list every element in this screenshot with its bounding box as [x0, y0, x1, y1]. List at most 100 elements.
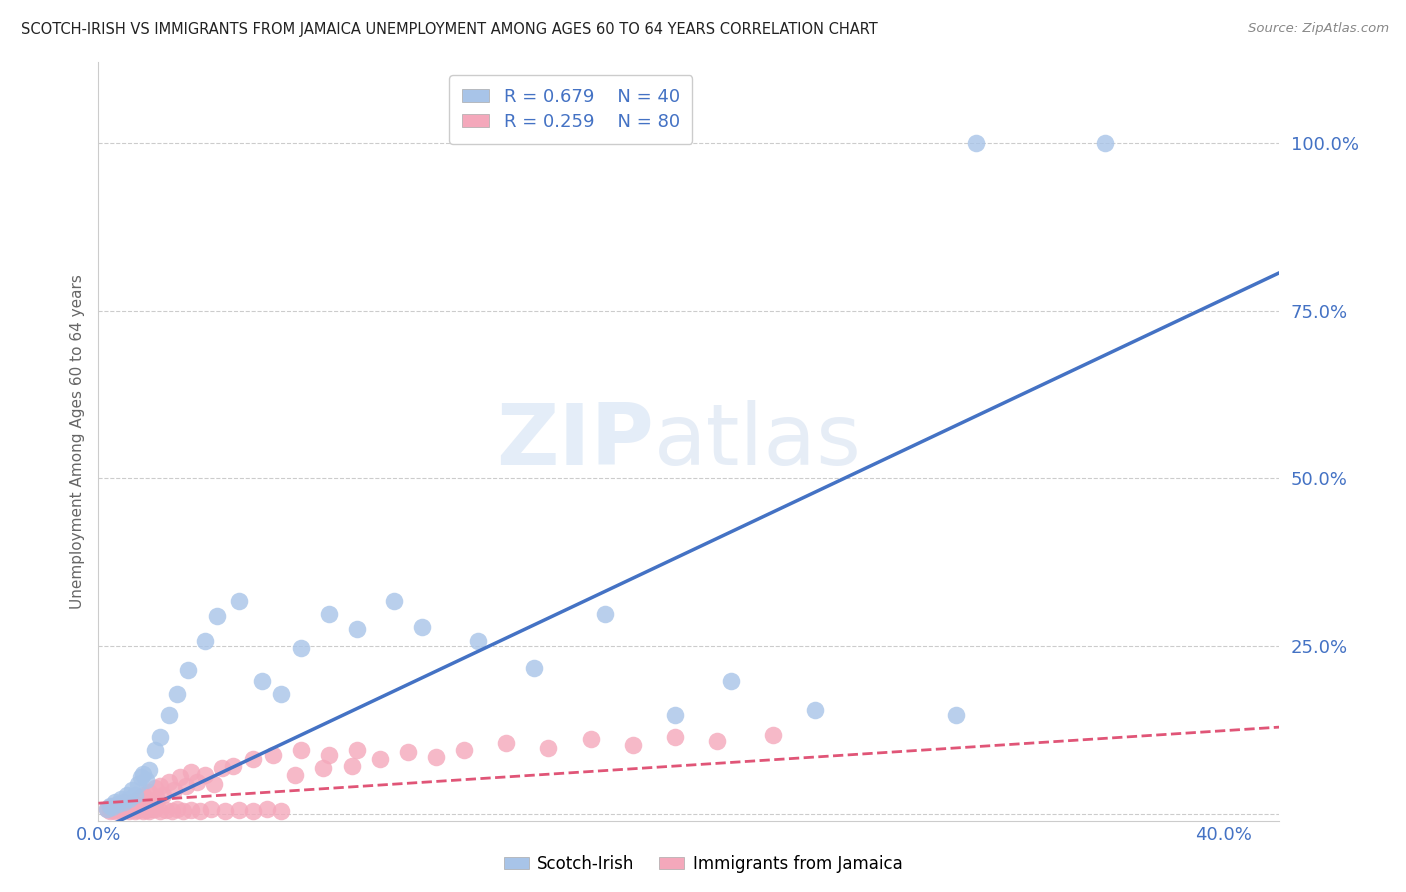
Point	[132, 766, 155, 780]
Point	[96, 801, 118, 815]
Point	[270, 804, 292, 818]
Point	[101, 798, 124, 813]
Point	[110, 792, 132, 806]
Point	[127, 792, 149, 806]
Point	[152, 788, 174, 802]
Point	[132, 788, 155, 802]
Point	[177, 663, 200, 677]
Y-axis label: Unemployment Among Ages 60 to 64 years: Unemployment Among Ages 60 to 64 years	[69, 274, 84, 609]
Point	[453, 743, 475, 757]
Point	[166, 802, 188, 816]
Point	[96, 801, 118, 815]
Point	[346, 743, 368, 757]
Point	[664, 730, 686, 744]
Point	[157, 707, 180, 722]
Point	[396, 745, 419, 759]
Point	[537, 741, 560, 756]
Point	[127, 803, 149, 817]
Point	[104, 804, 127, 818]
Point	[228, 593, 250, 607]
Point	[579, 731, 602, 746]
Point	[132, 804, 155, 818]
Point	[138, 785, 160, 799]
Point	[135, 797, 157, 811]
Point	[98, 804, 121, 818]
Point	[523, 660, 546, 674]
Point	[411, 620, 433, 634]
Point	[101, 800, 124, 814]
Point	[242, 752, 264, 766]
Point	[312, 761, 335, 775]
Point	[228, 803, 250, 817]
Point	[214, 804, 236, 818]
Text: ZIP: ZIP	[496, 400, 654, 483]
Point	[112, 803, 135, 817]
Point	[98, 800, 121, 814]
Point	[346, 623, 368, 637]
Point	[163, 783, 186, 797]
Point	[104, 801, 127, 815]
Point	[368, 752, 391, 766]
Point	[118, 792, 141, 806]
Point	[138, 804, 160, 818]
Point	[143, 781, 166, 796]
Point	[172, 804, 194, 818]
Point	[107, 802, 129, 816]
Point	[270, 688, 292, 702]
Point	[112, 795, 135, 809]
Point	[115, 798, 138, 813]
Point	[135, 773, 157, 788]
Point	[124, 804, 146, 818]
Point	[318, 747, 340, 762]
Legend: R = 0.679    N = 40, R = 0.259    N = 80: R = 0.679 N = 40, R = 0.259 N = 80	[450, 75, 692, 144]
Point	[262, 747, 284, 762]
Legend: Scotch-Irish, Immigrants from Jamaica: Scotch-Irish, Immigrants from Jamaica	[496, 848, 910, 880]
Point	[467, 633, 489, 648]
Point	[180, 765, 202, 780]
Point	[194, 768, 217, 782]
Point	[121, 795, 143, 809]
Point	[290, 640, 312, 655]
Point	[242, 804, 264, 818]
Point	[155, 803, 177, 817]
Point	[202, 777, 225, 791]
Point	[706, 734, 728, 748]
Point	[621, 739, 644, 753]
Point	[211, 761, 233, 775]
Point	[110, 804, 132, 818]
Point	[107, 797, 129, 811]
Point	[200, 802, 222, 816]
Point	[143, 801, 166, 815]
Point	[256, 801, 278, 815]
Point	[157, 774, 180, 789]
Point	[160, 804, 183, 818]
Point	[124, 798, 146, 813]
Point	[121, 802, 143, 816]
Point	[382, 593, 405, 607]
Point	[115, 801, 138, 815]
Text: SCOTCH-IRISH VS IMMIGRANTS FROM JAMAICA UNEMPLOYMENT AMONG AGES 60 TO 64 YEARS C: SCOTCH-IRISH VS IMMIGRANTS FROM JAMAICA …	[21, 22, 877, 37]
Text: atlas: atlas	[654, 400, 862, 483]
Point	[107, 797, 129, 811]
Point	[104, 795, 127, 809]
Point	[127, 777, 149, 791]
Point	[118, 797, 141, 811]
Point	[180, 803, 202, 817]
Point	[495, 736, 517, 750]
Point	[101, 803, 124, 817]
Point	[149, 804, 172, 818]
Point	[112, 795, 135, 809]
Point	[166, 688, 188, 702]
Point	[945, 707, 967, 722]
Point	[250, 674, 273, 689]
Point	[194, 633, 217, 648]
Point	[290, 743, 312, 757]
Point	[98, 798, 121, 813]
Point	[141, 795, 163, 809]
Point	[804, 703, 827, 717]
Point	[149, 779, 172, 793]
Point	[141, 802, 163, 816]
Point	[129, 770, 152, 784]
Point	[143, 743, 166, 757]
Point	[138, 764, 160, 778]
